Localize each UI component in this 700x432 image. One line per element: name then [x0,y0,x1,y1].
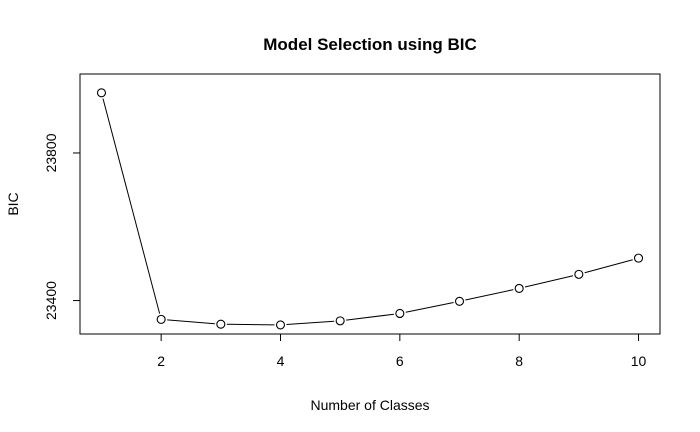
x-tick-label: 10 [631,353,647,369]
data-point [395,308,405,319]
data-point [96,88,107,98]
series-line-segment [226,323,275,326]
series-line-segment [346,313,394,321]
series-line-segment [465,289,514,301]
data-series [96,88,644,330]
y-tick-label: 23400 [43,281,59,320]
x-tick-label: 8 [515,353,523,369]
data-point [335,316,345,326]
x-axis: 2 4 6 8 10 [157,333,647,369]
series-line-segment [167,319,215,325]
y-axis: 23400 23800 [43,133,81,320]
data-point [514,283,524,293]
data-point [156,314,166,324]
data-point [454,296,465,306]
series-line-segment [286,320,335,326]
data-point [216,319,226,329]
x-tick-label: 2 [157,353,165,369]
x-tick-label: 4 [277,353,285,369]
series-line-segment [405,302,454,313]
series-line-segment [524,275,574,288]
x-tick-label: 6 [396,353,404,369]
data-point [574,269,584,279]
x-axis-label: Number of Classes [310,397,429,413]
y-axis-label: BIC [5,192,21,215]
chart-title: Model Selection using BIC [263,35,476,54]
y-tick-label: 23800 [43,133,59,172]
data-point [275,320,286,330]
series-line-segment [102,98,161,314]
series-line-segment [584,259,633,274]
data-point [633,253,644,263]
plot-frame [79,73,661,335]
